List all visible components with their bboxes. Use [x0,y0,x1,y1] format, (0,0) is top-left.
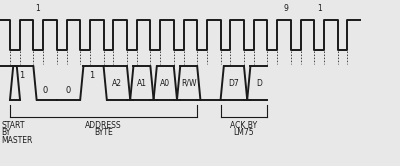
Text: BY: BY [2,128,11,137]
Text: 9: 9 [284,4,288,13]
Text: ADDRESS: ADDRESS [85,121,122,130]
Text: LM75: LM75 [234,128,254,137]
Text: A0: A0 [160,79,170,87]
Text: A2: A2 [112,79,122,87]
Text: D: D [256,79,262,87]
Text: ACK BY: ACK BY [230,121,258,130]
Text: 1: 1 [89,71,94,80]
Text: 0: 0 [42,86,48,95]
Text: 0: 0 [66,86,71,95]
Text: MASTER: MASTER [2,136,33,145]
Text: 1: 1 [36,4,40,13]
Text: START: START [2,121,25,130]
Text: R/W: R/W [181,79,196,87]
Text: 1: 1 [19,71,24,80]
Text: D7: D7 [228,79,239,87]
Text: BYTE: BYTE [94,128,113,137]
Text: 1: 1 [318,4,322,13]
Text: A1: A1 [137,79,147,87]
